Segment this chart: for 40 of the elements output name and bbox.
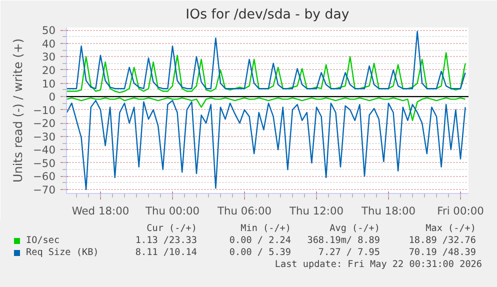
chart-title: IOs for /dev/sda - by day	[186, 8, 350, 22]
x-tick-label: Thu 06:00	[216, 204, 272, 218]
text: 18.89 /32.76	[408, 235, 476, 247]
text: 0.00 / 2.24	[229, 235, 291, 247]
x-tick-label: Fri 00:00	[437, 204, 484, 218]
text: Cur (-/+)	[146, 223, 197, 235]
legend-label: Req Size (KB)	[26, 247, 99, 259]
y-tick-label: −10	[33, 104, 56, 117]
y-tick-label: −50	[33, 156, 56, 170]
y-tick-label: −60	[33, 170, 56, 184]
line-series	[66, 97, 466, 122]
line-series	[66, 52, 466, 94]
x-tick-label: Thu 18:00	[360, 204, 416, 218]
text: 70.19 /48.39	[408, 247, 476, 259]
y-tick-label: 0	[48, 90, 56, 104]
y-tick-label: −20	[33, 117, 56, 130]
text: Max (-/+)	[426, 223, 476, 235]
legend-label: IO/sec	[26, 235, 60, 247]
text: Avg (-/+)	[330, 223, 380, 235]
y-tick-label: −70	[33, 184, 56, 197]
x-tick-label: Thu 12:00	[288, 204, 344, 218]
y-tick-label: 40	[42, 37, 56, 50]
text: Min (-/+)	[240, 223, 291, 235]
y-axis-title: Units read (-) / write (+)	[11, 38, 26, 183]
y-tick-label: 30	[42, 50, 56, 64]
x-tick-label: Thu 00:00	[144, 204, 200, 218]
y-tick-label: 50	[42, 24, 56, 38]
line-series	[66, 100, 466, 190]
x-tick-label: Wed 18:00	[72, 204, 130, 218]
y-tick-label: −30	[33, 130, 56, 144]
line-series	[66, 30, 466, 90]
text: 368.19m/ 8.89	[307, 235, 380, 247]
text: 7.27 / 7.95	[318, 247, 380, 259]
y-tick-label: −40	[33, 144, 56, 157]
text: Last update: Fri May 22 00:31:00 2026	[274, 259, 482, 271]
text: 0.00 / 5.39	[229, 247, 291, 259]
text: 8.11 /10.14	[135, 247, 197, 259]
y-tick-label: 20	[42, 64, 56, 77]
y-tick-label: 10	[42, 77, 56, 90]
text: 1.13 /23.33	[135, 235, 197, 247]
